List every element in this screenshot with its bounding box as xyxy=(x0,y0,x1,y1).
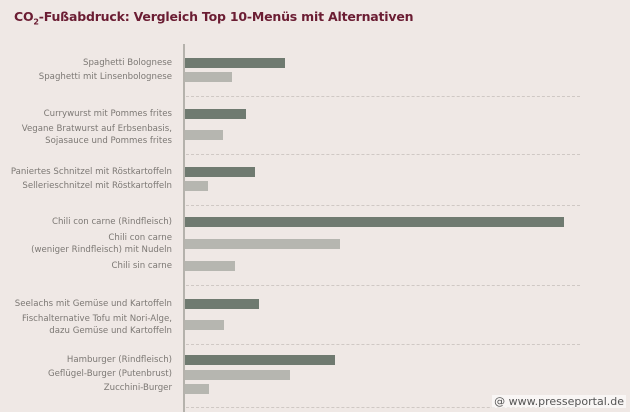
group-separator xyxy=(186,407,580,408)
group-separator xyxy=(186,285,580,286)
bar-gefluegel-burger xyxy=(185,370,290,380)
bar-hamburger xyxy=(185,355,335,365)
bar-currywurst xyxy=(185,109,246,119)
bar-label: Geflügel-Burger (Putenbrust) xyxy=(47,369,172,379)
bar-label: Hamburger (Rindfleisch) xyxy=(66,355,172,365)
bar-label: Chili con carne (weniger Rindfleisch) mit… xyxy=(31,233,172,255)
bar-label: Seelachs mit Gemüse und Kartoffeln xyxy=(14,299,172,309)
group-separator xyxy=(186,344,580,345)
bar-label: Spaghetti Bolognese xyxy=(83,58,172,68)
bar-label: Currywurst mit Pommes frites xyxy=(43,109,172,119)
bar-chili-sin-carne xyxy=(185,261,235,271)
bar-spaghetti-linsen xyxy=(185,72,232,82)
source-credit: @ www.presseportal.de xyxy=(492,395,626,408)
bar-label: Sellerieschnitzel mit Röstkartoffeln xyxy=(22,181,172,191)
bar-spaghetti-bolognese xyxy=(185,58,285,68)
bar-label: Paniertes Schnitzel mit Röstkartoffeln xyxy=(10,167,172,177)
bar-label: Vegane Bratwurst auf Erbsenbasis, Sojasau… xyxy=(21,124,172,146)
bar-label: Fischalternative Tofu mit Nori-Alge, dazu… xyxy=(22,314,172,336)
bar-label: Zucchini-Burger xyxy=(103,383,172,393)
bar-chili-con-carne xyxy=(185,217,564,227)
group-separator xyxy=(186,154,580,155)
group-separator xyxy=(186,205,580,206)
y-axis-line xyxy=(183,44,185,412)
bar-label: Chili sin carne xyxy=(111,261,173,271)
bar-sellerieschnitzel xyxy=(185,181,208,191)
group-separator xyxy=(186,96,580,97)
bar-label: Chili con carne (Rindfleisch) xyxy=(51,217,172,227)
bar-label: Spaghetti mit Linsenbolognese xyxy=(38,72,172,82)
bar-schnitzel xyxy=(185,167,255,177)
bar-chili-weniger-rind xyxy=(185,239,340,249)
bar-seelachs xyxy=(185,299,259,309)
bar-zucchini-burger xyxy=(185,384,209,394)
bar-vegane-bratwurst xyxy=(185,130,223,140)
chart-title: CO2-Fußabdruck: Vergleich Top 10-Menüs m… xyxy=(14,9,414,27)
bar-tofu-fisch xyxy=(185,320,224,330)
